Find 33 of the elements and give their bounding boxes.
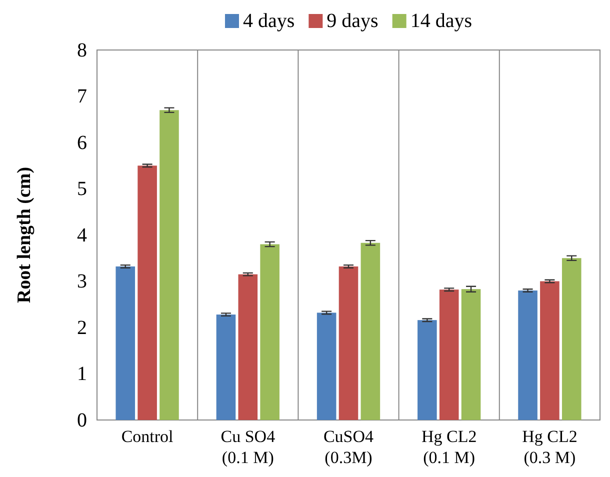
bar: [116, 266, 136, 420]
bar: [439, 290, 459, 420]
bar: [518, 290, 538, 420]
bar: [540, 281, 560, 420]
bar: [360, 242, 380, 420]
bar: [260, 244, 280, 420]
bar: [562, 258, 582, 420]
bar: [461, 289, 481, 420]
bar: [316, 312, 336, 420]
y-tick-label: 2: [77, 316, 87, 339]
bar: [418, 320, 437, 420]
legend-label: 4 days: [242, 10, 295, 32]
bar: [216, 314, 236, 420]
y-tick-label: 5: [77, 178, 87, 200]
x-tick-label: CuSO4 (0.3M): [323, 427, 374, 467]
x-tick-label: Hg CL2 (0.3 M): [522, 427, 578, 467]
bar: [338, 266, 358, 420]
y-axis-title: Root length (cm): [14, 166, 35, 304]
y-tick-label: 6: [77, 132, 87, 154]
y-tick-label: 0: [77, 409, 87, 432]
bar: [160, 110, 179, 420]
legend-label: 9 days: [326, 10, 379, 32]
y-tick-label: 8: [77, 39, 87, 62]
legend-label: 14 days: [410, 10, 472, 32]
y-tick-label: 3: [77, 270, 87, 293]
y-tick-label: 4: [77, 224, 87, 246]
bar: [138, 166, 157, 420]
y-tick-label: 1: [77, 363, 87, 386]
y-tick-label: 7: [77, 86, 87, 108]
x-tick-label: Hg CL2 (0.1 M): [421, 427, 477, 467]
x-tick-label: Cu SO4 (0.1 M): [220, 427, 276, 467]
x-tick-label: Control: [121, 427, 174, 446]
bar: [238, 274, 258, 420]
